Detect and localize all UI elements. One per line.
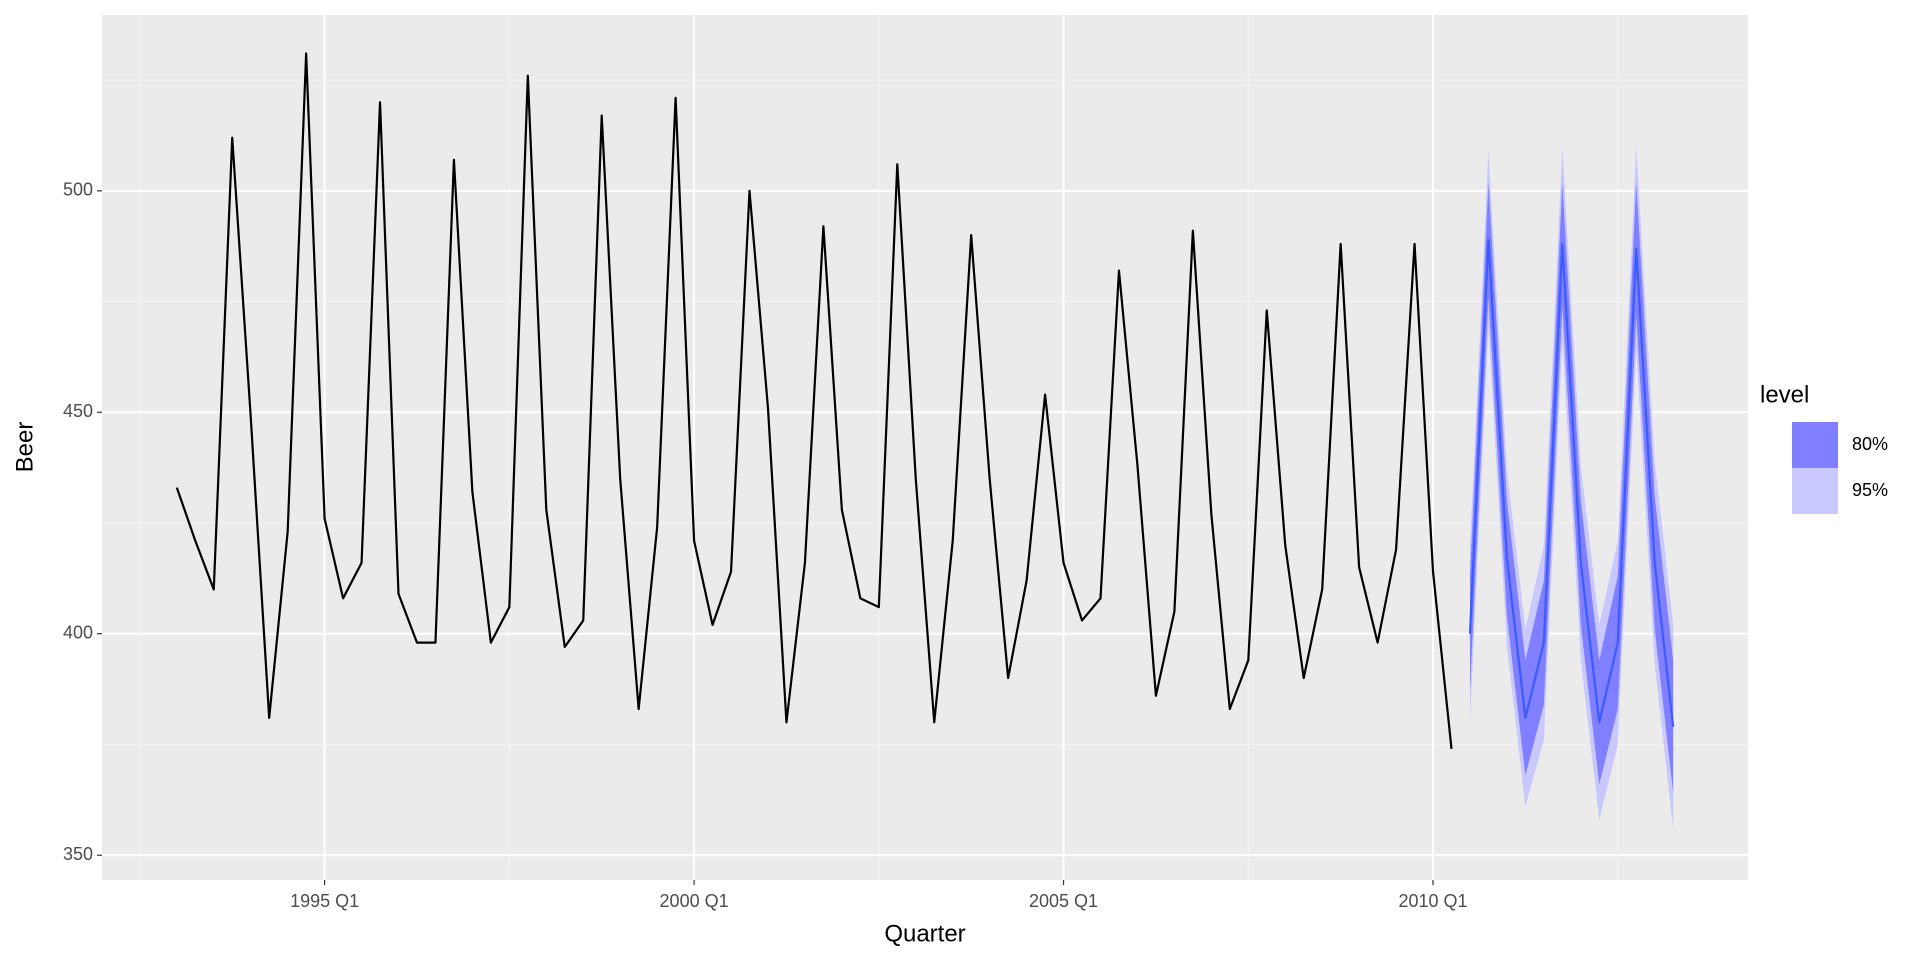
x-tick-label: 1995 Q1 — [290, 891, 359, 911]
y-tick-label: 500 — [63, 180, 93, 200]
legend-swatch — [1792, 422, 1838, 468]
legend-swatch — [1792, 468, 1838, 514]
y-axis-title: Beer — [11, 422, 38, 473]
x-tick-label: 2005 Q1 — [1029, 891, 1098, 911]
marks — [175, 52, 1675, 829]
series-line — [1468, 238, 1675, 727]
x-tick-label: 2010 Q1 — [1398, 891, 1467, 911]
legend-title: level — [1760, 381, 1809, 408]
x-axis-title: Quarter — [884, 920, 965, 947]
interval-band — [1469, 181, 1674, 794]
legend-label: 80% — [1852, 434, 1888, 454]
y-tick-label: 450 — [63, 401, 93, 421]
panel — [102, 15, 1748, 880]
y-tick-label: 350 — [63, 844, 93, 864]
y-tick-label: 400 — [63, 622, 93, 642]
series-line — [175, 52, 1453, 750]
legend-label: 95% — [1852, 480, 1888, 500]
x-tick-label: 2000 Q1 — [660, 891, 729, 911]
